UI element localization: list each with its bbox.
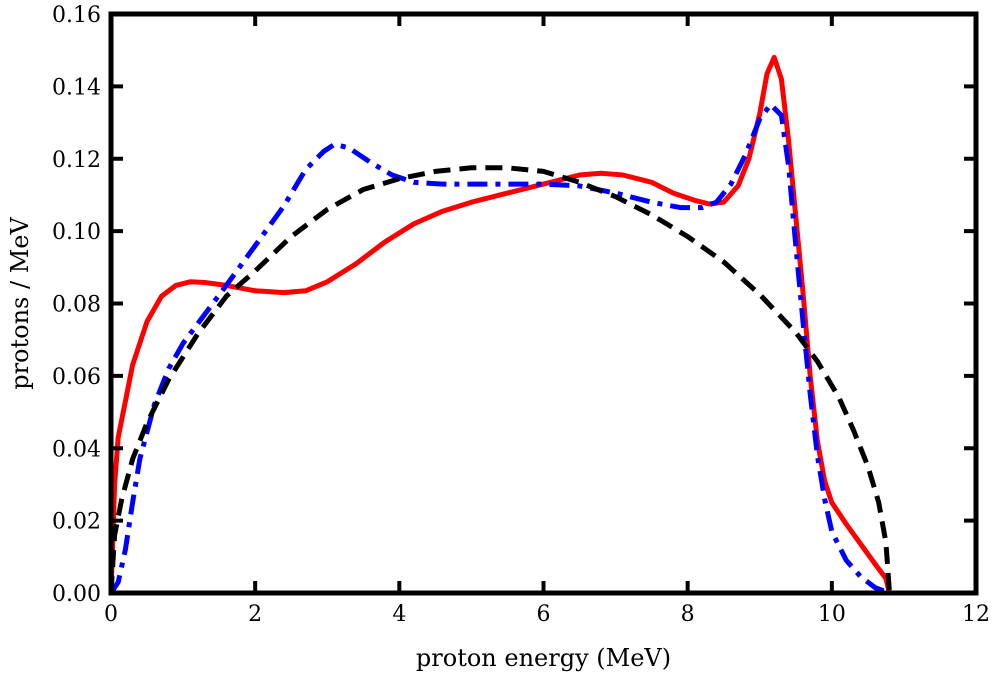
x-tick-label: 8: [681, 602, 695, 627]
x-tick-label: 0: [104, 602, 118, 627]
y-axis-label: protons / MeV: [6, 217, 34, 390]
x-tick-labels: 0 2 4 6 8 10 12: [104, 602, 990, 627]
y-tick-label: 0.08: [52, 293, 101, 318]
y-tick-label: 0.00: [52, 582, 101, 607]
series-line-black-dashed: [108, 165, 892, 594]
plot-frame: [108, 11, 979, 596]
y-tick-label: 0.12: [52, 148, 101, 173]
y-tick-label: 0.14: [52, 75, 101, 100]
series-line-red-solid: [108, 54, 892, 594]
y-tick-labels: 0.00 0.02 0.04 0.06 0.08 0.10 0.12 0.14 0.16: [52, 3, 101, 607]
x-tick-label: 12: [962, 602, 990, 627]
x-tick-label: 10: [818, 602, 846, 627]
y-tick-label: 0.06: [52, 365, 101, 390]
y-tick-label: 0.04: [52, 437, 101, 462]
series-layer: [108, 54, 892, 596]
y-tick-label: 0.16: [52, 3, 101, 28]
x-tick-label: 6: [537, 602, 551, 627]
x-tick-label: 4: [392, 602, 406, 627]
y-tick-label: 0.10: [52, 220, 101, 245]
series-line-blue-dashdot: [108, 102, 891, 596]
y-tick-label: 0.02: [52, 510, 101, 535]
x-tick-label: 2: [248, 602, 262, 627]
x-axis-label: proton energy (MeV): [416, 644, 671, 672]
ticks-layer: [109, 12, 978, 595]
